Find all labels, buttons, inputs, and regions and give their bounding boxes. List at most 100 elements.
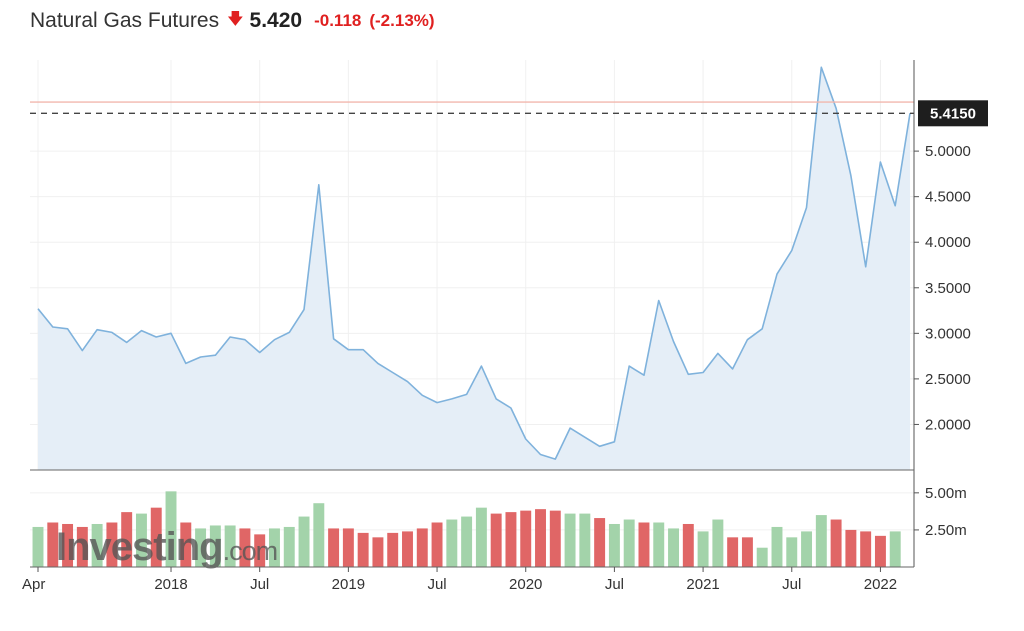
volume-bar <box>416 528 428 567</box>
volume-bar <box>535 509 546 567</box>
x-tick-label: 2018 <box>154 576 187 593</box>
volume-bar <box>874 535 886 567</box>
y-tick-label: 5.0000 <box>925 143 971 160</box>
volume-bar <box>387 532 399 567</box>
volume-bar <box>135 513 147 567</box>
volume-bar <box>623 519 635 567</box>
volume-bar <box>505 512 517 567</box>
volume-bar <box>461 516 473 567</box>
volume-bar <box>91 523 103 567</box>
volume-bar <box>121 512 133 567</box>
x-tick-label: Apr <box>22 576 45 593</box>
y-tick-label: 4.0000 <box>925 234 971 251</box>
volume-bar <box>579 513 591 567</box>
volume-bar <box>801 531 813 567</box>
last-price-tag-box <box>918 100 988 127</box>
last-price-tag-label: 5.4150 <box>930 105 976 122</box>
volume-bar <box>313 503 325 567</box>
volume-bar <box>106 522 118 567</box>
volume-bar <box>62 523 74 567</box>
volume-bar <box>608 523 620 567</box>
volume-bar <box>239 528 251 567</box>
reference-lines <box>30 101 914 114</box>
y-tick-label: 4.5000 <box>925 189 971 206</box>
x-tick-label: 2022 <box>864 576 897 593</box>
volume-bar <box>741 537 753 567</box>
y-axis-labels: 5.0000 4.5000 4.0000 3.5000 3.0000 2.5000 2.00… <box>914 143 971 433</box>
volume-bar <box>756 547 768 567</box>
volume-bars <box>32 491 901 567</box>
price-line <box>37 66 911 460</box>
investing-logo: Investing.com <box>56 525 278 569</box>
chart-axes <box>30 60 915 568</box>
volume-bar <box>564 513 576 567</box>
volume-bar <box>475 507 487 567</box>
volume-bar <box>771 526 783 567</box>
volume-bar <box>76 526 88 567</box>
x-tick-label: 2019 <box>332 576 365 593</box>
volume-bar <box>283 526 295 567</box>
y-tick-label: 3.5000 <box>925 280 971 297</box>
x-tick-label: 2020 <box>509 576 542 593</box>
volume-bar <box>697 531 709 567</box>
volume-bar <box>845 529 857 567</box>
volume-axis-labels: 5.00m 2.50m <box>914 485 967 539</box>
volume-bar <box>150 507 162 567</box>
volume-bar <box>328 528 340 567</box>
volume-bar <box>402 531 413 567</box>
price-change-percent: (-2.13%) <box>369 11 435 30</box>
x-axis-labels: Apr 2018 Jul 2019 Jul 2020 Jul 2021 Jul 2022 <box>22 567 897 593</box>
price-area-fill <box>38 67 910 471</box>
volume-bar <box>32 526 44 567</box>
instrument-title: Natural Gas Futures <box>30 9 220 32</box>
y-tick-label: 3.0000 <box>925 325 971 342</box>
volume-bar <box>372 537 384 567</box>
volume-bar <box>727 537 739 567</box>
volume-bar <box>889 531 901 567</box>
price-area <box>37 66 911 471</box>
y-tick-label: 2.5000 <box>925 371 971 388</box>
volume-bar <box>47 522 59 567</box>
volume-bar <box>269 528 280 567</box>
price-change: -0.118 <box>314 11 362 30</box>
volume-bar <box>298 516 310 567</box>
volume-tick-label: 5.00m <box>925 485 967 502</box>
volume-bar <box>830 519 842 567</box>
volume-bar <box>712 519 724 567</box>
volume-bar <box>520 510 532 567</box>
svg-text:Investing.com: Investing.com <box>56 525 277 569</box>
volume-bar <box>180 522 192 567</box>
volume-bar <box>668 528 679 567</box>
x-tick-label: Jul <box>782 576 801 593</box>
x-tick-label: Jul <box>427 576 446 593</box>
logo-brand: Investing <box>56 525 223 569</box>
x-tick-label: 2021 <box>686 576 719 593</box>
volume-bar <box>165 491 177 567</box>
volume-bar <box>815 515 827 567</box>
volume-bar <box>195 528 207 567</box>
y-tick-label: 2.0000 <box>925 416 971 433</box>
volume-bar <box>446 519 458 567</box>
volume-tick-label: 2.50m <box>925 522 967 539</box>
volume-bar <box>209 525 221 567</box>
last-price: 5.420 <box>249 9 303 32</box>
volume-bar <box>549 510 561 567</box>
volume-bar <box>342 528 354 567</box>
volume-bar <box>786 537 798 567</box>
x-tick-label: Jul <box>250 576 269 593</box>
volume-bar <box>224 525 236 567</box>
volume-bar <box>431 522 443 567</box>
volume-bar <box>594 518 606 567</box>
x-tick-label: Jul <box>605 576 624 593</box>
volume-bar <box>490 513 502 567</box>
volume-bar <box>682 523 694 567</box>
volume-bar <box>254 534 266 567</box>
volume-bar <box>653 522 665 567</box>
down-arrow-icon: 🡇 <box>227 10 244 28</box>
volume-bar <box>357 532 369 567</box>
quote-header: Natural Gas Futures 🡇 5.420 -0.118 (-2.1… <box>30 6 435 36</box>
volume-bar <box>860 531 872 567</box>
volume-bar <box>638 522 650 567</box>
logo-suffix: .com <box>223 536 278 566</box>
